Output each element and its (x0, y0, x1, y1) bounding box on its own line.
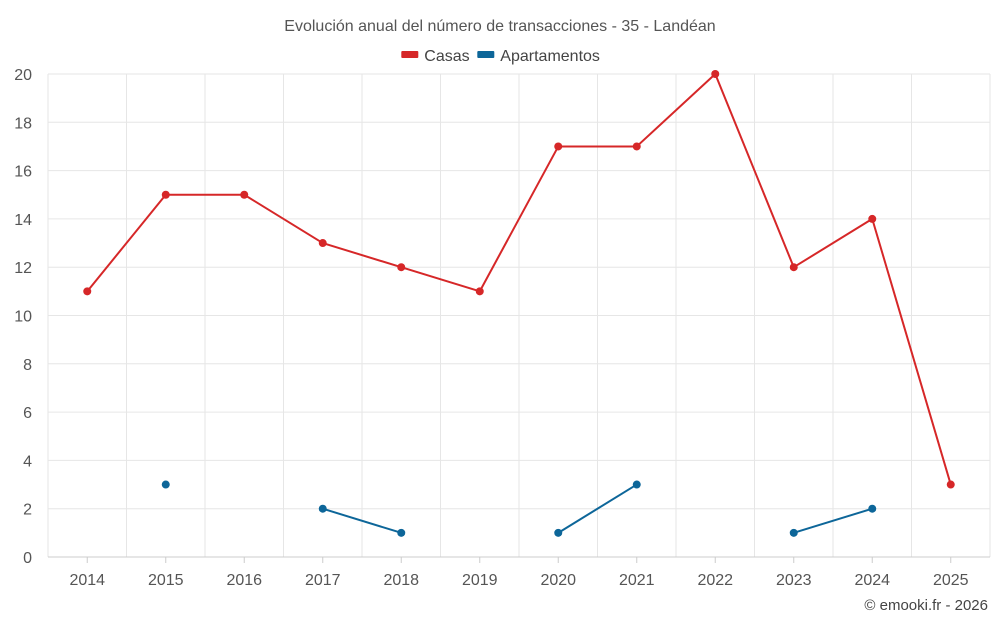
data-point[interactable] (946, 480, 955, 489)
credit-text: © emooki.fr - 2026 (864, 597, 988, 614)
y-tick-label: 20 (14, 67, 32, 84)
x-tick-label: 2017 (305, 572, 341, 589)
grid (47, 73, 991, 557)
y-tick-label: 0 (23, 550, 32, 567)
x-tick-label: 2018 (383, 572, 419, 589)
legend-label: Apartamentos (500, 48, 600, 65)
data-point[interactable] (789, 528, 798, 537)
data-point[interactable] (475, 287, 484, 296)
data-point[interactable] (318, 239, 327, 248)
y-tick-label: 8 (23, 357, 32, 374)
legend-item[interactable]: Apartamentos (477, 48, 600, 65)
data-point[interactable] (868, 504, 877, 513)
x-tick-label: 2020 (540, 572, 576, 589)
series-group (83, 70, 955, 537)
data-point[interactable] (632, 480, 641, 489)
x-tick-label: 2024 (854, 572, 890, 589)
data-point[interactable] (161, 480, 170, 489)
x-tick-label: 2019 (462, 572, 498, 589)
data-point[interactable] (240, 190, 249, 199)
data-point[interactable] (554, 528, 563, 537)
series-casas (83, 70, 955, 489)
y-tick-label: 4 (23, 453, 32, 470)
legend: Casas Apartamentos (401, 48, 600, 65)
data-point[interactable] (789, 263, 798, 272)
legend-swatch (477, 51, 495, 58)
data-point[interactable] (397, 263, 406, 272)
chart-title: Evolución anual del número de transaccio… (284, 18, 715, 35)
legend-item[interactable]: Casas (401, 48, 470, 65)
axes: 0 2 4 6 8 10 12 14 16 18 20 2014 2015 2016 2017 2018 201… (14, 67, 990, 589)
x-tick-label: 2025 (933, 572, 969, 589)
series-line (557, 483, 638, 534)
data-point[interactable] (397, 528, 406, 537)
x-tick-label: 2015 (148, 572, 184, 589)
series-line (86, 73, 952, 485)
x-tick-label: 2023 (776, 572, 812, 589)
data-point[interactable] (632, 142, 641, 151)
series-apartamentos (161, 480, 877, 537)
data-point[interactable] (711, 70, 720, 78)
data-point[interactable] (161, 190, 170, 199)
legend-swatch (401, 51, 419, 58)
y-tick-label: 16 (14, 164, 32, 181)
y-tick-label: 10 (14, 309, 32, 326)
data-point[interactable] (83, 287, 92, 296)
y-tick-label: 6 (23, 405, 32, 422)
y-tick-label: 12 (14, 260, 32, 277)
x-tick-label: 2022 (697, 572, 733, 589)
series-line (322, 507, 402, 534)
x-tick-label: 2014 (69, 572, 105, 589)
series-line (793, 507, 873, 534)
y-tick-label: 14 (14, 212, 32, 229)
y-tick-label: 2 (23, 502, 32, 519)
data-point[interactable] (868, 214, 877, 223)
data-point[interactable] (554, 142, 563, 151)
legend-label: Casas (424, 48, 469, 65)
y-tick-label: 18 (14, 115, 32, 132)
data-point[interactable] (318, 504, 327, 513)
x-tick-label: 2021 (619, 572, 655, 589)
x-tick-label: 2016 (226, 572, 262, 589)
